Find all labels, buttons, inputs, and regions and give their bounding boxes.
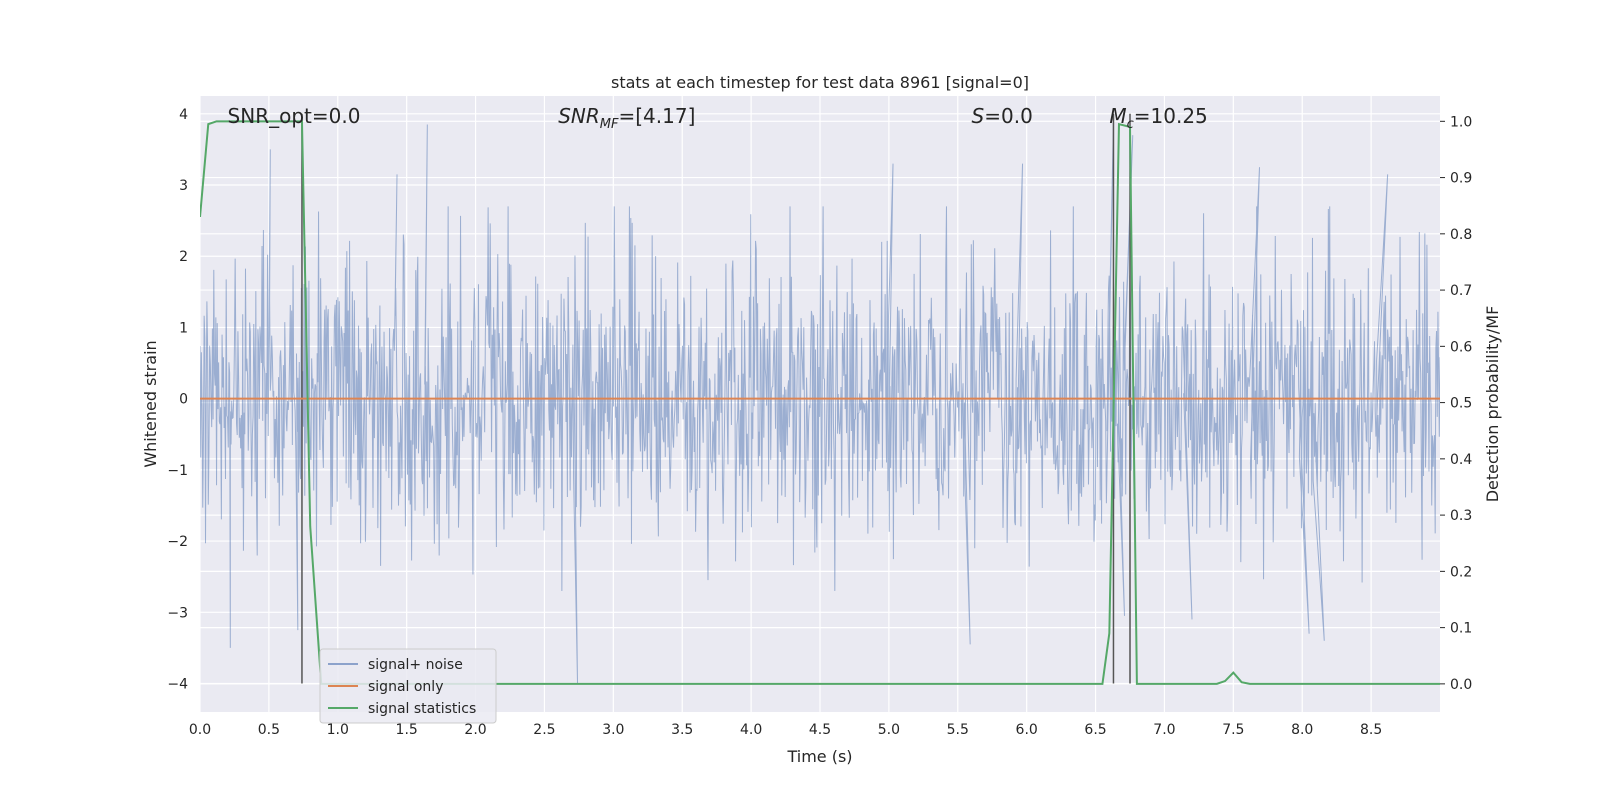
x-tick-label: 7.0: [1153, 722, 1175, 738]
x-tick-label: 8.5: [1360, 722, 1382, 738]
y2-tick-label: 0.8: [1450, 227, 1472, 243]
x-tick-label: 8.0: [1291, 722, 1313, 738]
x-tick-label: 1.5: [396, 722, 418, 738]
annotation-text: S=0.0: [972, 104, 1033, 128]
annotations: SNR_opt=0.0 SNRMF=[4.17] S=0.0 Mc=10.25: [228, 104, 1208, 132]
legend-box: [319, 648, 497, 724]
series-line-signal-statistics: [200, 120, 1440, 685]
legend-label: signal+ noise: [368, 657, 463, 673]
y2-tick-label: 1.0: [1450, 114, 1472, 130]
y2-tick-label: 0.2: [1450, 564, 1472, 580]
y-tick-label: 4: [179, 107, 188, 123]
x-tick-label: 7.5: [1222, 722, 1244, 738]
x-tick-label: 6.0: [1016, 722, 1038, 738]
y-tick-label: 1: [179, 320, 188, 336]
x-tick-label: 3.5: [671, 722, 693, 738]
annotation-text: Mc=10.25: [1109, 104, 1207, 132]
y-tick-label: −2: [167, 534, 188, 550]
y2-axis-ticks: 0.0 0.1 0.2 0.3 0.4 0.5 0.6 0.7 0.8 0.9 1.0: [1440, 114, 1472, 693]
series-noise: [200, 120, 1440, 684]
y-axis-label: Whitened strain: [141, 340, 160, 467]
y-tick-label: −1: [167, 463, 188, 479]
x-tick-label: 2.0: [464, 722, 486, 738]
series-lines: [200, 120, 1440, 685]
y2-tick-label: 0.5: [1450, 396, 1472, 412]
y-tick-label: −4: [167, 677, 188, 693]
x-tick-label: 6.5: [1084, 722, 1106, 738]
y2-tick-label: 0.4: [1450, 452, 1472, 468]
y2-tick-label: 0.6: [1450, 339, 1472, 355]
y2-tick-label: 0.1: [1450, 621, 1472, 637]
legend-label: signal only: [368, 679, 443, 695]
y2-tick-label: 0.9: [1450, 171, 1472, 187]
y-tick-label: 2: [179, 249, 188, 265]
y2-tick-label: 0.3: [1450, 508, 1472, 524]
y-tick-label: 3: [179, 178, 188, 194]
series-line-signal-noise: [200, 120, 1440, 684]
x-tick-label: 3.0: [602, 722, 624, 738]
x-axis-ticks: 0.0 0.5 1.0 1.5 2.0 2.5 3.0 3.5 4.0 4.5 5.0 5.5 6.0 6…: [189, 722, 1382, 738]
y-tick-label: 0: [179, 392, 188, 408]
y2-tick-label: 0.0: [1450, 677, 1472, 693]
x-tick-label: 2.5: [533, 722, 555, 738]
y2-axis-label: Detection probability/MF: [1483, 306, 1502, 503]
x-tick-label: 0.5: [258, 722, 280, 738]
y-tick-label: −3: [167, 605, 188, 621]
x-tick-label: 4.5: [809, 722, 831, 738]
x-tick-label: 1.0: [327, 722, 349, 738]
x-axis-label: Time (s): [786, 747, 852, 766]
annotation-text: SNRMF=[4.17]: [558, 104, 695, 132]
x-tick-label: 0.0: [189, 722, 211, 738]
x-tick-label: 4.0: [740, 722, 762, 738]
y2-tick-label: 0.7: [1450, 283, 1472, 299]
x-tick-label: 5.0: [878, 722, 900, 738]
annotation-text: SNR_opt=0.0: [228, 104, 361, 128]
y-axis-ticks: −4 −3 −2 −1 0 1 2 3 4: [167, 107, 188, 693]
legend-label: signal statistics: [368, 701, 476, 717]
x-tick-label: 5.5: [947, 722, 969, 738]
legend: signal+ noise signal only signal statistic…: [319, 648, 497, 724]
chart-title: stats at each timestep for test data 896…: [611, 73, 1029, 92]
